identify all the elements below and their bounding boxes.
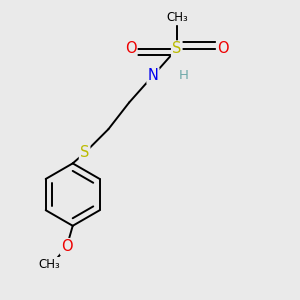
Text: O: O [125,41,136,56]
Text: CH₃: CH₃ [38,258,60,271]
Text: H: H [179,69,189,82]
Text: O: O [217,41,229,56]
Text: N: N [148,68,158,83]
Text: CH₃: CH₃ [166,11,188,24]
Text: S: S [80,146,89,160]
Text: O: O [61,239,73,254]
Text: S: S [172,41,182,56]
